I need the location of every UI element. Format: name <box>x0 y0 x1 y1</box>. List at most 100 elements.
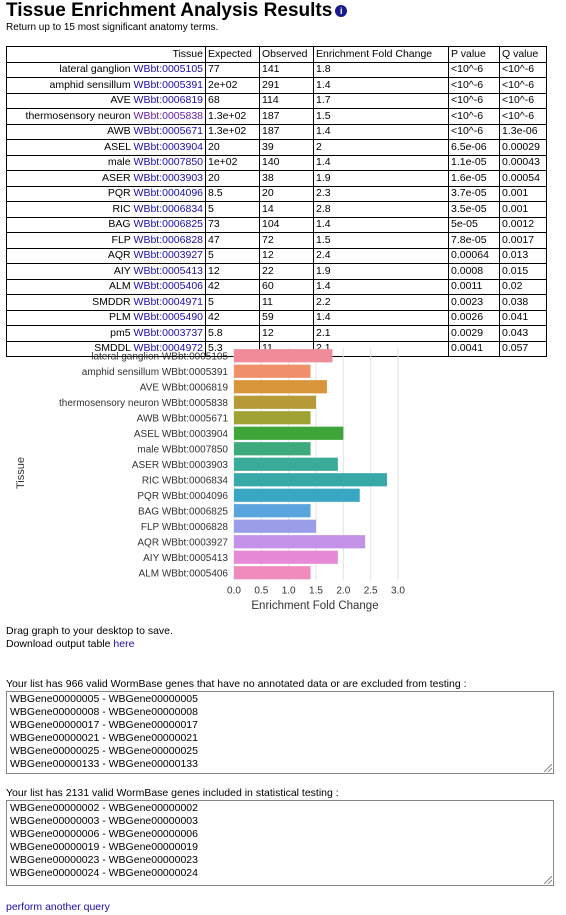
tissue-id-link[interactable]: WBbt:0006828 <box>133 233 203 246</box>
tissue-name: AIY <box>113 264 131 277</box>
p-value-cell: <10^-6 <box>448 123 500 140</box>
p-value-cell: 6.5e-06 <box>448 139 500 156</box>
tissue-id-link[interactable]: WBbt:0005838 <box>133 109 203 122</box>
expected-cell: 68 <box>205 92 260 109</box>
tissue-id-link[interactable]: WBbt:0005490 <box>133 311 203 324</box>
chart-y-tick-label: AIY WBbt:0005413 <box>143 553 228 564</box>
chart-bar <box>234 426 344 440</box>
p-value-cell: 0.0023 <box>448 294 500 311</box>
chart-x-tick-label: 3.0 <box>391 586 405 597</box>
tissue-cell: AVE WBbt:0006819 <box>6 92 206 109</box>
gene-line: WBGene00000002 - WBGene00000002 <box>10 802 198 814</box>
download-link[interactable]: here <box>113 638 135 650</box>
gene-line: WBGene00000133 - WBGene00000133 <box>10 758 198 770</box>
gene-line: WBGene00000025 - WBGene00000025 <box>10 745 198 757</box>
excluded-genes-list: WBGene00000005 - WBGene00000005 WBGene000… <box>10 693 550 771</box>
gene-line: WBGene00000006 - WBGene00000006 <box>10 828 198 840</box>
q-value-cell: 0.038 <box>499 294 547 311</box>
excluded-genes-textarea[interactable]: WBGene00000005 - WBGene00000005 WBGene000… <box>6 691 554 774</box>
expected-cell: 12 <box>205 263 260 280</box>
tissue-id-link[interactable]: WBbt:0005391 <box>133 78 203 91</box>
chart-bar <box>234 442 311 456</box>
tissue-id-link[interactable]: WBbt:0006834 <box>133 202 203 215</box>
q-value-cell: 0.00054 <box>499 170 547 187</box>
tissue-id-link[interactable]: WBbt:0005406 <box>133 280 203 293</box>
expected-cell: 42 <box>205 309 260 326</box>
chart-y-tick-label: FLP WBbt:0006828 <box>141 522 229 533</box>
tissue-id-link[interactable]: WBbt:0004096 <box>133 187 203 200</box>
tissue-name: pm5 <box>110 326 131 339</box>
table-row: lateral ganglion WBbt:0005105 77 141 1.8 <10… <box>6 61 547 78</box>
tissue-id-link[interactable]: WBbt:0003904 <box>133 140 203 153</box>
tissue-name: PQR <box>107 187 131 200</box>
tissue-id-link[interactable]: WBbt:0004971 <box>133 295 203 308</box>
tissue-cell: SMDDL WBbt:0004972 <box>6 340 206 357</box>
fold-change-cell: 1.4 <box>313 77 449 94</box>
perform-another-query-link[interactable]: perform another query <box>6 901 110 913</box>
tissue-name: ASER <box>102 171 131 184</box>
table-row: AVE WBbt:0006819 68 114 1.7 <10^-6 <10^-6 <box>6 92 547 109</box>
observed-cell: 22 <box>259 263 314 280</box>
included-genes-textarea[interactable]: WBGene00000002 - WBGene00000002 WBGene000… <box>6 800 554 886</box>
observed-cell: 60 <box>259 278 314 295</box>
fold-change-cell: 1.7 <box>313 92 449 109</box>
p-value-cell: 3.5e-05 <box>448 201 500 218</box>
gene-line: WBGene00000003 - WBGene00000003 <box>10 815 198 827</box>
included-genes-list: WBGene00000002 - WBGene00000002 WBGene000… <box>10 802 550 880</box>
resize-handle-icon[interactable] <box>544 876 552 884</box>
q-value-cell: 0.001 <box>499 185 547 202</box>
tissue-id-link[interactable]: WBbt:0004972 <box>133 342 203 355</box>
observed-cell: 114 <box>259 92 314 109</box>
chart-y-tick-label: AQR WBbt:0003927 <box>137 537 228 548</box>
tissue-name: RIC <box>112 202 131 215</box>
expected-cell: 47 <box>205 232 260 249</box>
chart-y-axis-label: Tissue <box>15 457 27 489</box>
q-value-cell: 1.3e-06 <box>499 123 547 140</box>
chart-y-tick-label: PQR WBbt:0004096 <box>137 491 228 502</box>
p-value-cell: 0.0008 <box>448 263 500 280</box>
tissue-id-link[interactable]: WBbt:0003903 <box>133 171 203 184</box>
observed-cell: 140 <box>259 154 314 171</box>
enrichment-chart[interactable]: lateral ganglion WBbt:0005105 amphid sens… <box>0 345 420 620</box>
gene-line: WBGene00000019 - WBGene00000019 <box>10 841 198 853</box>
tissue-id-link[interactable]: WBbt:0005413 <box>133 264 203 277</box>
chart-y-tick-label: ALM WBbt:0005406 <box>139 568 229 579</box>
fold-change-cell: 1.9 <box>313 170 449 187</box>
col-header-tissue: Tissue <box>6 46 206 63</box>
tissue-name: thermosensory neuron <box>25 109 131 122</box>
chart-x-tick-label: 1.5 <box>309 586 323 597</box>
chart-y-tick-label: male WBbt:0007850 <box>137 444 228 455</box>
table-row: amphid sensillum WBbt:0005391 2e+02 291 1.4… <box>6 77 547 94</box>
table-row: male WBbt:0007850 1e+02 140 1.4 1.1e-05 0.000… <box>6 154 547 171</box>
tissue-id-link[interactable]: WBbt:0005105 <box>133 63 203 76</box>
expected-cell: 1e+02 <box>205 154 260 171</box>
p-value-cell: <10^-6 <box>448 92 500 109</box>
q-value-cell: 0.015 <box>499 263 547 280</box>
observed-cell: 12 <box>259 325 314 342</box>
tissue-id-link[interactable]: WBbt:0003927 <box>133 249 203 262</box>
tissue-id-link[interactable]: WBbt:0006819 <box>133 94 203 107</box>
fold-change-cell: 1.4 <box>313 216 449 233</box>
resize-handle-icon[interactable] <box>544 764 552 772</box>
p-value-cell: 5e-05 <box>448 216 500 233</box>
fold-change-cell: 1.4 <box>313 278 449 295</box>
tissue-cell: amphid sensillum WBbt:0005391 <box>6 77 206 94</box>
observed-cell: 187 <box>259 123 314 140</box>
fold-change-cell: 2.1 <box>313 340 449 357</box>
fold-change-cell: 1.4 <box>313 154 449 171</box>
table-row: ASEL WBbt:0003904 20 39 2 6.5e-06 0.00029 <box>6 139 547 156</box>
tissue-id-link[interactable]: WBbt:0003737 <box>133 326 203 339</box>
q-value-cell: <10^-6 <box>499 108 547 125</box>
tissue-id-link[interactable]: WBbt:0006825 <box>133 218 203 231</box>
tissue-id-link[interactable]: WBbt:0005671 <box>133 125 203 138</box>
table-row: AQR WBbt:0003927 5 12 2.4 0.00064 0.013 <box>6 247 547 264</box>
tissue-cell: ASEL WBbt:0003904 <box>6 139 206 156</box>
tissue-id-link[interactable]: WBbt:0007850 <box>133 156 203 169</box>
expected-cell: 20 <box>205 139 260 156</box>
q-value-cell: <10^-6 <box>499 92 547 109</box>
table-row: BAG WBbt:0006825 73 104 1.4 5e-05 0.0012 <box>6 216 547 233</box>
info-icon[interactable]: i <box>335 4 348 17</box>
observed-cell: 104 <box>259 216 314 233</box>
gene-line: WBGene00000008 - WBGene00000008 <box>10 706 198 718</box>
q-value-cell: 0.001 <box>499 201 547 218</box>
